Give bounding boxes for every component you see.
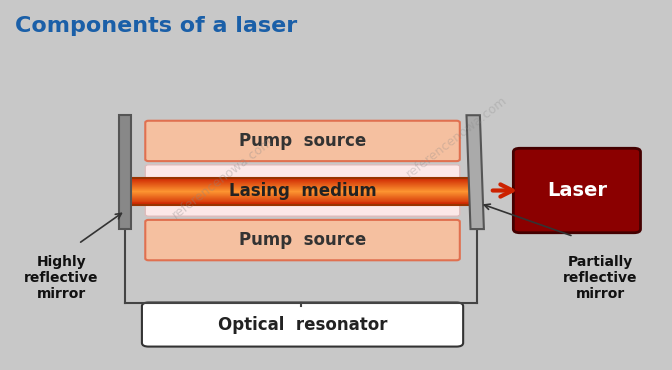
FancyBboxPatch shape: [145, 165, 460, 216]
Bar: [128, 202, 476, 204]
Text: Highly
reflective
mirror: Highly reflective mirror: [24, 255, 99, 301]
Text: referencenowa.com: referencenowa.com: [169, 134, 276, 221]
Bar: [128, 186, 476, 187]
Text: Pump  source: Pump source: [239, 132, 366, 150]
Text: Optical  resonator: Optical resonator: [218, 316, 387, 333]
Text: Partially
reflective
mirror: Partially reflective mirror: [563, 255, 638, 301]
Bar: [128, 196, 476, 197]
Text: Components of a laser: Components of a laser: [15, 16, 297, 36]
Text: Laser: Laser: [547, 181, 607, 200]
Text: referencenowa.com: referencenowa.com: [403, 94, 509, 181]
FancyBboxPatch shape: [513, 148, 640, 233]
Polygon shape: [119, 115, 131, 229]
Bar: [128, 182, 476, 183]
Bar: [128, 184, 476, 185]
Bar: [128, 198, 476, 199]
Bar: [128, 185, 476, 186]
Bar: [128, 181, 476, 182]
Polygon shape: [466, 115, 484, 229]
Text: Pump  source: Pump source: [239, 231, 366, 249]
Bar: [128, 192, 476, 193]
Bar: [128, 201, 476, 202]
Bar: [128, 197, 476, 198]
Bar: [128, 179, 476, 181]
Bar: [128, 189, 476, 191]
Bar: [128, 195, 476, 196]
FancyBboxPatch shape: [145, 121, 460, 161]
Bar: [128, 194, 476, 195]
Bar: [128, 183, 476, 184]
Text: Lasing  medium: Lasing medium: [228, 182, 376, 199]
Bar: [128, 187, 476, 188]
Bar: [128, 191, 476, 192]
FancyBboxPatch shape: [145, 220, 460, 260]
Bar: [128, 193, 476, 194]
Bar: [128, 188, 476, 189]
Bar: [128, 178, 476, 179]
Bar: [128, 200, 476, 201]
Bar: [128, 199, 476, 200]
Bar: [128, 178, 476, 205]
FancyBboxPatch shape: [142, 303, 463, 347]
Bar: [128, 204, 476, 205]
